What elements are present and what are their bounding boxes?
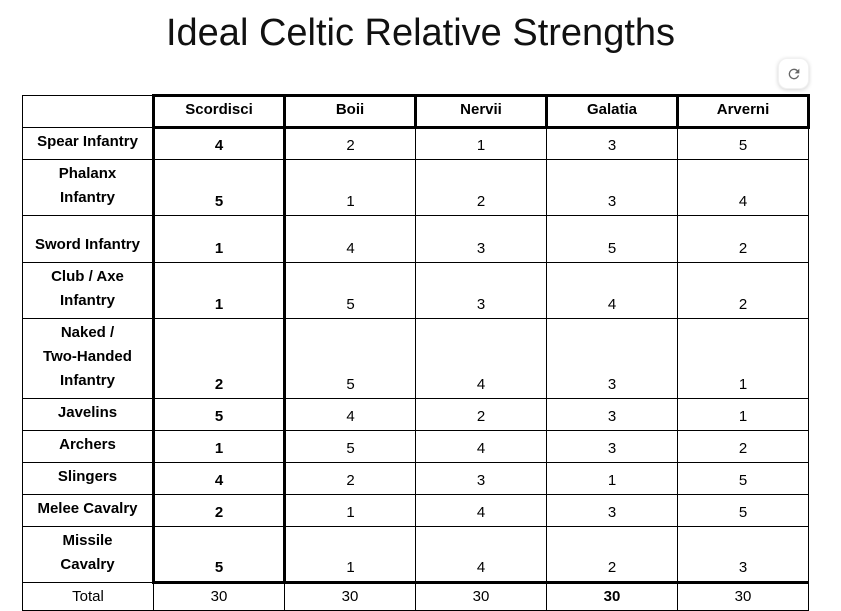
refresh-icon: [786, 66, 802, 82]
value-cell-nervii: 4: [415, 318, 547, 399]
table-row-naked-two-handed-infantry: Naked / Two-Handed Infantry 2 5 4 3 1: [22, 318, 809, 399]
value-cell-boii: 2: [284, 127, 416, 160]
value-cell-galatia: 3: [546, 318, 678, 399]
value-cell-arverni: 3: [677, 526, 809, 583]
table-row-archers: Archers 1 5 4 3 2: [22, 430, 809, 463]
value-cell-galatia: 1: [546, 462, 678, 495]
corner-cell: [22, 95, 154, 128]
value-cell-arverni: 1: [677, 398, 809, 431]
total-row: Total 30 30 30 30 30: [22, 581, 809, 611]
value-cell-scordisci: 1: [152, 262, 286, 319]
row-label: Javelins: [22, 398, 154, 431]
value-cell-nervii: 2: [415, 159, 547, 216]
value-cell-scordisci: 1: [152, 430, 286, 463]
value-cell-galatia: 3: [546, 127, 678, 160]
total-cell-boii: 30: [284, 581, 416, 611]
value-cell-nervii: 3: [415, 215, 547, 263]
value-cell-scordisci: 4: [152, 127, 286, 160]
value-cell-arverni: 2: [677, 215, 809, 263]
column-header-nervii: Nervii: [414, 94, 548, 129]
value-cell-scordisci: 5: [152, 159, 286, 216]
table-row-sword-infantry: Sword Infantry 1 4 3 5 2: [22, 215, 809, 263]
total-cell-scordisci: 30: [153, 581, 285, 611]
value-cell-nervii: 3: [415, 462, 547, 495]
table-row-spear-infantry: Spear Infantry 4 2 1 3 5: [22, 127, 809, 160]
value-cell-nervii: 4: [415, 526, 547, 583]
column-header-galatia: Galatia: [545, 94, 679, 129]
value-cell-galatia: 3: [546, 398, 678, 431]
row-label: Archers: [22, 430, 154, 463]
value-cell-nervii: 2: [415, 398, 547, 431]
value-cell-boii: 5: [284, 318, 416, 399]
table-row-club-axe-infantry: Club / Axe Infantry 1 5 3 4 2: [22, 262, 809, 319]
value-cell-arverni: 2: [677, 430, 809, 463]
total-cell-nervii: 30: [415, 581, 547, 611]
value-cell-boii: 1: [284, 159, 416, 216]
value-cell-galatia: 3: [546, 159, 678, 216]
total-cell-galatia: 30: [546, 581, 678, 611]
column-header-boii: Boii: [283, 94, 417, 129]
value-cell-boii: 5: [284, 262, 416, 319]
refresh-button[interactable]: [778, 58, 809, 89]
value-cell-scordisci: 5: [152, 398, 286, 431]
row-label: Missile Cavalry: [22, 526, 154, 583]
table-row-javelins: Javelins 5 4 2 3 1: [22, 398, 809, 431]
table-row-slingers: Slingers 4 2 3 1 5: [22, 462, 809, 495]
value-cell-arverni: 5: [677, 462, 809, 495]
value-cell-scordisci: 1: [152, 215, 286, 263]
table-row-missile-cavalry: Missile Cavalry 5 1 4 2 3: [22, 526, 809, 583]
value-cell-arverni: 5: [677, 494, 809, 527]
value-cell-arverni: 4: [677, 159, 809, 216]
row-label: Club / Axe Infantry: [22, 262, 154, 319]
row-label: Spear Infantry: [22, 127, 154, 160]
value-cell-galatia: 5: [546, 215, 678, 263]
value-cell-arverni: 1: [677, 318, 809, 399]
row-label: Naked / Two-Handed Infantry: [22, 318, 154, 399]
value-cell-nervii: 4: [415, 494, 547, 527]
strengths-table: Scordisci Boii Nervii Galatia Arverni Spear …: [22, 94, 810, 611]
total-cell-arverni: 30: [677, 581, 809, 611]
value-cell-arverni: 2: [677, 262, 809, 319]
column-header-scordisci: Scordisci: [152, 94, 286, 129]
value-cell-nervii: 3: [415, 262, 547, 319]
table-row-phalanx-infantry: Phalanx Infantry 5 1 2 3 4: [22, 159, 809, 216]
page-title: Ideal Celtic Relative Strengths: [165, 12, 676, 54]
value-cell-nervii: 1: [415, 127, 547, 160]
value-cell-scordisci: 4: [152, 462, 286, 495]
value-cell-galatia: 3: [546, 430, 678, 463]
value-cell-galatia: 3: [546, 494, 678, 527]
column-header-arverni: Arverni: [676, 94, 810, 129]
value-cell-boii: 5: [284, 430, 416, 463]
value-cell-galatia: 4: [546, 262, 678, 319]
value-cell-boii: 2: [284, 462, 416, 495]
total-label: Total: [22, 582, 154, 611]
value-cell-scordisci: 2: [152, 494, 286, 527]
value-cell-nervii: 4: [415, 430, 547, 463]
value-cell-scordisci: 2: [152, 318, 286, 399]
row-label: Sword Infantry: [22, 215, 154, 263]
row-label: Phalanx Infantry: [22, 159, 154, 216]
value-cell-boii: 1: [284, 526, 416, 583]
row-label: Slingers: [22, 462, 154, 495]
value-cell-boii: 4: [284, 215, 416, 263]
value-cell-arverni: 5: [677, 127, 809, 160]
header-row: Scordisci Boii Nervii Galatia Arverni: [22, 94, 810, 129]
row-label: Melee Cavalry: [22, 494, 154, 527]
table-row-melee-cavalry: Melee Cavalry 2 1 4 3 5: [22, 494, 809, 527]
value-cell-galatia: 2: [546, 526, 678, 583]
value-cell-boii: 4: [284, 398, 416, 431]
page: { "title": "Ideal Celtic Relative Streng…: [0, 12, 841, 611]
value-cell-boii: 1: [284, 494, 416, 527]
value-cell-scordisci: 5: [152, 526, 286, 583]
